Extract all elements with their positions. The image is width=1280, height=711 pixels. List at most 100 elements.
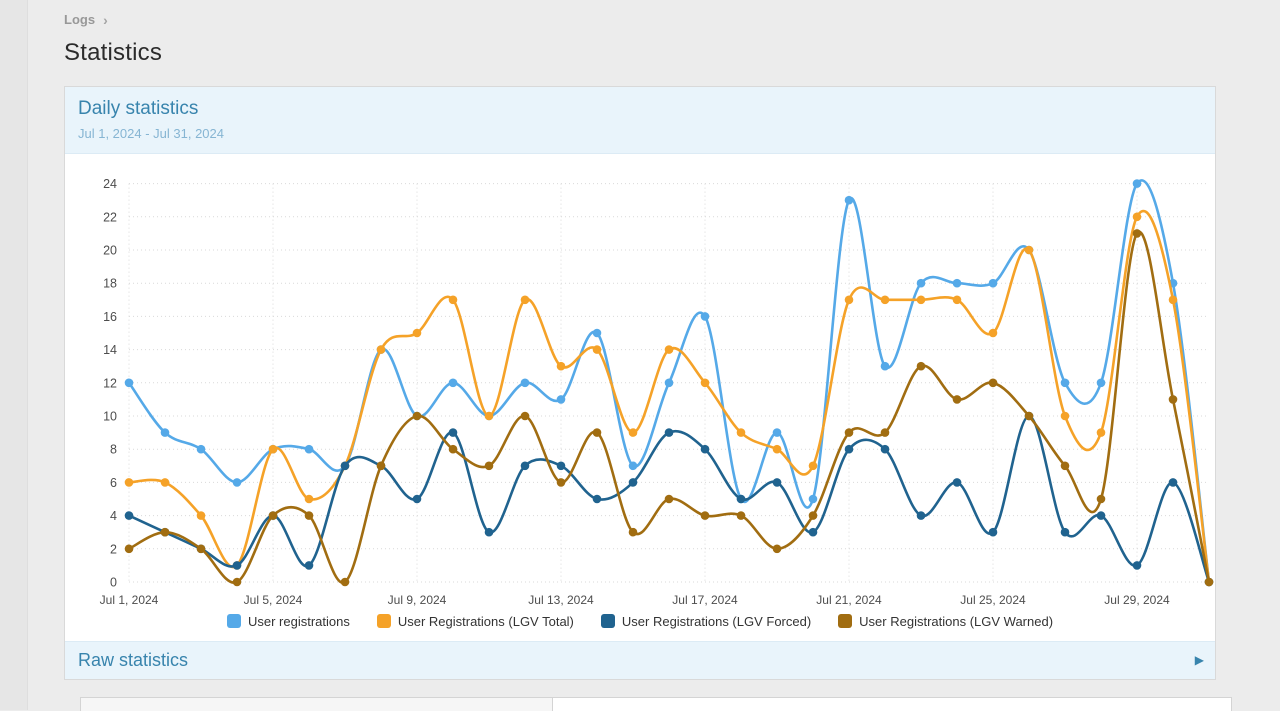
data-point[interactable]	[1060, 411, 1070, 421]
daily-statistics-header[interactable]: Daily statistics Jul 1, 2024 - Jul 31, 2…	[65, 87, 1215, 154]
data-point[interactable]	[880, 295, 890, 304]
data-point[interactable]	[700, 511, 710, 520]
data-point[interactable]	[700, 378, 710, 387]
data-point[interactable]	[376, 461, 386, 470]
data-point[interactable]	[1024, 411, 1034, 421]
data-point[interactable]	[880, 428, 890, 437]
data-point[interactable]	[1060, 461, 1070, 470]
data-point[interactable]	[1168, 477, 1178, 487]
data-point[interactable]	[1168, 295, 1178, 304]
data-point[interactable]	[880, 444, 890, 454]
data-point[interactable]	[664, 345, 674, 354]
data-point[interactable]	[124, 477, 134, 487]
data-point[interactable]	[484, 461, 494, 470]
data-point[interactable]	[196, 544, 206, 553]
data-point[interactable]	[268, 444, 278, 454]
data-point[interactable]	[592, 494, 602, 504]
data-point[interactable]	[196, 511, 206, 520]
data-point[interactable]	[988, 378, 998, 387]
data-point[interactable]	[412, 411, 422, 421]
data-point[interactable]	[160, 428, 170, 437]
data-point[interactable]	[844, 444, 854, 454]
data-point[interactable]	[1096, 511, 1106, 520]
data-point[interactable]	[1132, 228, 1142, 238]
data-point[interactable]	[1132, 179, 1142, 188]
data-point[interactable]	[520, 378, 530, 387]
data-point[interactable]	[124, 378, 134, 387]
data-point[interactable]	[736, 494, 746, 504]
data-point[interactable]	[628, 477, 638, 487]
data-point[interactable]	[700, 444, 710, 454]
data-point[interactable]	[952, 278, 962, 288]
data-point[interactable]	[1132, 212, 1142, 221]
data-point[interactable]	[412, 494, 422, 504]
data-point[interactable]	[808, 527, 818, 537]
data-point[interactable]	[700, 311, 710, 321]
data-point[interactable]	[1132, 560, 1142, 570]
data-point[interactable]	[772, 477, 782, 487]
data-point[interactable]	[340, 577, 350, 587]
data-point[interactable]	[1060, 378, 1070, 387]
data-point[interactable]	[1096, 378, 1106, 387]
data-point[interactable]	[484, 411, 494, 421]
data-point[interactable]	[988, 527, 998, 537]
data-point[interactable]	[808, 494, 818, 504]
data-point[interactable]	[808, 511, 818, 520]
data-point[interactable]	[844, 195, 854, 205]
data-point[interactable]	[952, 477, 962, 487]
data-point[interactable]	[124, 544, 134, 553]
data-point[interactable]	[880, 361, 890, 371]
data-point[interactable]	[592, 428, 602, 437]
data-point[interactable]	[1024, 245, 1034, 255]
data-point[interactable]	[340, 461, 350, 470]
data-point[interactable]	[556, 477, 566, 487]
data-point[interactable]	[484, 527, 494, 537]
data-point[interactable]	[196, 444, 206, 454]
data-point[interactable]	[412, 328, 422, 338]
data-point[interactable]	[520, 461, 530, 470]
data-point[interactable]	[736, 511, 746, 520]
data-point[interactable]	[232, 560, 242, 570]
data-point[interactable]	[556, 361, 566, 371]
data-point[interactable]	[592, 345, 602, 354]
data-point[interactable]	[988, 328, 998, 338]
data-point[interactable]	[772, 544, 782, 553]
data-point[interactable]	[448, 428, 458, 437]
data-point[interactable]	[628, 527, 638, 537]
data-point[interactable]	[556, 394, 566, 404]
data-point[interactable]	[952, 295, 962, 304]
data-point[interactable]	[448, 444, 458, 454]
data-point[interactable]	[376, 345, 386, 354]
data-point[interactable]	[232, 477, 242, 487]
data-point[interactable]	[1096, 494, 1106, 504]
breadcrumb-link-logs[interactable]: Logs	[64, 12, 96, 27]
data-point[interactable]	[232, 577, 242, 587]
data-point[interactable]	[448, 378, 458, 387]
data-point[interactable]	[304, 444, 314, 454]
data-point[interactable]	[520, 295, 530, 304]
data-point[interactable]	[628, 428, 638, 437]
data-point[interactable]	[1168, 394, 1178, 404]
data-point[interactable]	[916, 278, 926, 288]
data-point[interactable]	[916, 511, 926, 520]
data-point[interactable]	[160, 477, 170, 487]
data-point[interactable]	[304, 511, 314, 520]
data-point[interactable]	[304, 494, 314, 504]
data-point[interactable]	[628, 461, 638, 470]
data-point[interactable]	[1204, 577, 1214, 587]
data-point[interactable]	[808, 461, 818, 470]
data-point[interactable]	[556, 461, 566, 470]
data-point[interactable]	[988, 278, 998, 288]
data-point[interactable]	[916, 361, 926, 371]
data-point[interactable]	[664, 428, 674, 437]
data-point[interactable]	[448, 295, 458, 304]
data-point[interactable]	[124, 511, 134, 520]
data-point[interactable]	[268, 511, 278, 520]
data-point[interactable]	[844, 295, 854, 304]
data-point[interactable]	[1060, 527, 1070, 537]
data-point[interactable]	[736, 428, 746, 437]
data-point[interactable]	[304, 560, 314, 570]
data-point[interactable]	[844, 428, 854, 437]
data-point[interactable]	[592, 328, 602, 338]
